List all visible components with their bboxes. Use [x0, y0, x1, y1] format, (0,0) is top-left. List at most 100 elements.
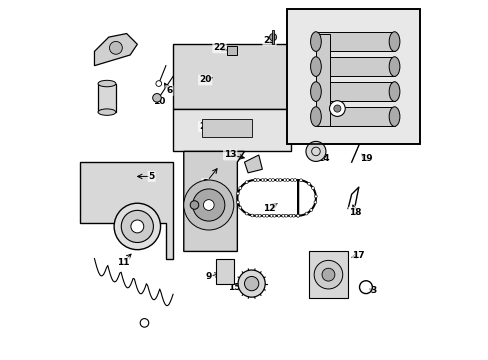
Circle shape: [268, 179, 271, 181]
Bar: [315, 33, 329, 126]
Bar: [226, 46, 237, 55]
Polygon shape: [173, 44, 290, 109]
Ellipse shape: [388, 57, 399, 76]
Polygon shape: [308, 251, 347, 298]
Circle shape: [284, 214, 287, 217]
Circle shape: [245, 212, 247, 215]
Text: 3: 3: [369, 286, 375, 295]
Circle shape: [255, 214, 258, 217]
Ellipse shape: [388, 107, 399, 126]
Circle shape: [114, 203, 160, 249]
Circle shape: [190, 201, 198, 209]
Polygon shape: [94, 33, 137, 66]
Ellipse shape: [98, 80, 116, 87]
Text: 7: 7: [98, 97, 104, 106]
Text: 21: 21: [199, 122, 211, 131]
Text: 5: 5: [148, 172, 154, 181]
Text: 1: 1: [138, 233, 144, 242]
Circle shape: [250, 214, 253, 217]
Circle shape: [272, 214, 275, 217]
Bar: [287, 9, 419, 144]
Polygon shape: [173, 109, 290, 152]
Circle shape: [275, 179, 278, 181]
Ellipse shape: [98, 109, 116, 115]
Ellipse shape: [388, 32, 399, 51]
Circle shape: [253, 179, 256, 181]
Circle shape: [269, 214, 272, 217]
Circle shape: [244, 276, 258, 291]
Circle shape: [253, 179, 256, 181]
Circle shape: [322, 268, 334, 281]
Text: 20: 20: [199, 76, 211, 85]
Circle shape: [314, 195, 317, 198]
Circle shape: [313, 201, 316, 204]
Circle shape: [236, 201, 239, 204]
Polygon shape: [287, 9, 419, 144]
Bar: [271, 30, 274, 44]
Circle shape: [271, 179, 274, 181]
Bar: [315, 107, 394, 126]
Circle shape: [289, 214, 291, 217]
Ellipse shape: [310, 107, 321, 126]
Ellipse shape: [310, 82, 321, 102]
Text: 17: 17: [352, 251, 365, 260]
Text: 9: 9: [205, 272, 211, 281]
Text: 25: 25: [316, 93, 328, 102]
Circle shape: [292, 214, 294, 217]
Circle shape: [305, 212, 307, 215]
Text: 11: 11: [117, 258, 129, 267]
Text: 8: 8: [95, 54, 101, 63]
Text: 18: 18: [348, 208, 361, 217]
Circle shape: [305, 141, 325, 161]
Circle shape: [311, 187, 314, 189]
Ellipse shape: [310, 32, 321, 51]
Circle shape: [278, 179, 281, 181]
Text: 14: 14: [316, 154, 329, 163]
Bar: [201, 119, 251, 137]
Circle shape: [281, 214, 284, 217]
Circle shape: [156, 81, 162, 86]
Text: 13: 13: [224, 150, 236, 159]
Circle shape: [313, 260, 342, 289]
Circle shape: [269, 33, 276, 41]
Bar: [315, 82, 394, 102]
Text: 12: 12: [263, 204, 275, 213]
Circle shape: [236, 192, 239, 195]
Polygon shape: [216, 258, 233, 284]
Circle shape: [262, 214, 265, 217]
Text: 23: 23: [263, 36, 275, 45]
Circle shape: [290, 179, 293, 181]
Text: 24: 24: [366, 22, 379, 31]
Circle shape: [203, 200, 214, 210]
Circle shape: [245, 181, 247, 184]
Circle shape: [152, 94, 161, 102]
Text: 16: 16: [313, 279, 325, 288]
Text: 2: 2: [202, 179, 208, 188]
Circle shape: [121, 210, 153, 243]
Circle shape: [283, 179, 285, 181]
Circle shape: [109, 41, 122, 54]
Bar: [315, 32, 394, 51]
Circle shape: [277, 214, 280, 217]
Text: 22: 22: [213, 43, 225, 52]
Text: 19: 19: [359, 154, 371, 163]
Circle shape: [293, 179, 296, 181]
Circle shape: [285, 179, 288, 181]
Text: 10: 10: [152, 97, 164, 106]
Circle shape: [238, 206, 241, 209]
Circle shape: [258, 214, 261, 217]
Circle shape: [265, 214, 268, 217]
Polygon shape: [80, 162, 173, 258]
Circle shape: [296, 214, 299, 217]
Circle shape: [131, 220, 143, 233]
Text: 6: 6: [166, 86, 172, 95]
Ellipse shape: [388, 82, 399, 102]
Circle shape: [183, 180, 233, 230]
Circle shape: [256, 179, 259, 181]
Circle shape: [309, 208, 312, 211]
Circle shape: [299, 179, 302, 182]
Ellipse shape: [310, 57, 321, 76]
Circle shape: [238, 187, 241, 189]
Polygon shape: [183, 152, 244, 251]
Circle shape: [238, 270, 264, 297]
